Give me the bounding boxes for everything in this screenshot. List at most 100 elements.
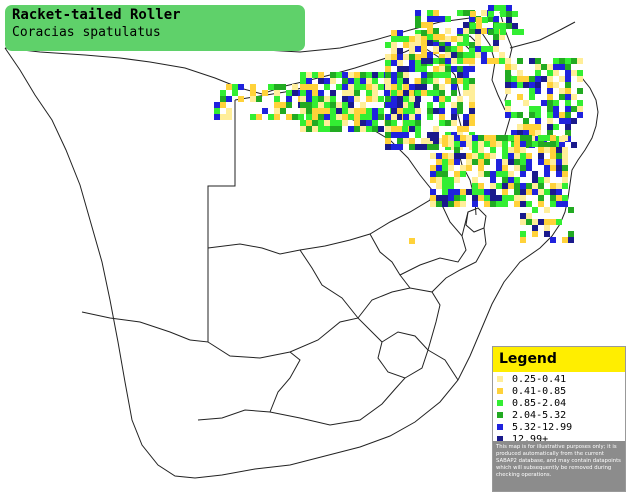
- grid-cell: [397, 72, 403, 78]
- grid-cell: [562, 195, 568, 201]
- grid-cell: [553, 100, 559, 106]
- grid-cell: [448, 195, 454, 201]
- grid-cell: [454, 177, 460, 183]
- grid-cell: [532, 225, 538, 231]
- grid-cell: [445, 58, 451, 64]
- grid-cell: [565, 106, 571, 112]
- grid-cell: [478, 153, 484, 159]
- grid-cell: [460, 201, 466, 207]
- grid-cell: [472, 189, 478, 195]
- grid-cell: [421, 78, 427, 84]
- grid-cell: [556, 189, 562, 195]
- grid-cell: [565, 94, 571, 100]
- grid-cell: [330, 96, 336, 102]
- legend-item: 5.32-12.99: [497, 422, 625, 434]
- grid-cell: [226, 114, 232, 120]
- grid-cell: [544, 147, 550, 153]
- grid-cell: [391, 60, 397, 66]
- grid-cell: [439, 90, 445, 96]
- grid-cell: [324, 84, 330, 90]
- grid-cell: [409, 108, 415, 114]
- grid-cell: [502, 189, 508, 195]
- grid-cell: [402, 126, 408, 132]
- grid-cell: [559, 142, 565, 148]
- grid-cell: [478, 141, 484, 147]
- grid-cell: [324, 126, 330, 132]
- grid-cell: [484, 141, 490, 147]
- grid-cell: [354, 96, 360, 102]
- grid-cell: [274, 108, 280, 114]
- grid-cell: [226, 108, 232, 114]
- grid-cell: [481, 58, 487, 64]
- grid-cell: [466, 135, 472, 141]
- grid-cell: [336, 108, 342, 114]
- grid-cell: [460, 153, 466, 159]
- grid-cell: [502, 165, 508, 171]
- grid-cell: [274, 114, 280, 120]
- grid-cell: [366, 108, 372, 114]
- grid-cell: [408, 102, 414, 108]
- grid-cell: [445, 72, 451, 78]
- grid-cell: [378, 84, 384, 90]
- province-boundary: [357, 287, 441, 351]
- grid-cell: [403, 138, 409, 144]
- grid-cell: [342, 114, 348, 120]
- grid-cell: [460, 195, 466, 201]
- grid-cell: [354, 114, 360, 120]
- grid-cell: [409, 126, 415, 132]
- grid-cell: [478, 171, 484, 177]
- grid-cell: [523, 100, 529, 106]
- grid-cell: [547, 88, 553, 94]
- grid-cell: [518, 29, 524, 35]
- grid-cell: [318, 120, 324, 126]
- grid-cell: [556, 165, 562, 171]
- grid-cell: [520, 189, 526, 195]
- grid-cell: [529, 58, 535, 64]
- grid-cell: [547, 76, 553, 82]
- grid-cell: [445, 96, 451, 102]
- grid-cell: [385, 114, 391, 120]
- grid-cell: [535, 88, 541, 94]
- grid-cell: [494, 5, 500, 11]
- grid-cell: [502, 147, 508, 153]
- grid-cell: [397, 102, 403, 108]
- grid-cell: [433, 126, 439, 132]
- grid-cell: [562, 165, 568, 171]
- grid-cell: [514, 177, 520, 183]
- grid-cell: [472, 201, 478, 207]
- grid-cell: [385, 132, 391, 138]
- grid-cell: [466, 153, 472, 159]
- grid-cell: [421, 90, 427, 96]
- grid-cell: [553, 58, 559, 64]
- grid-cell: [571, 58, 577, 64]
- grid-cell: [463, 120, 469, 126]
- grid-cell: [562, 177, 568, 183]
- grid-cell: [490, 201, 496, 207]
- grid-cell: [403, 90, 409, 96]
- grid-cell: [469, 28, 475, 34]
- grid-cell: [463, 10, 469, 16]
- grid-cell: [490, 183, 496, 189]
- grid-cell: [472, 153, 478, 159]
- grid-cell: [553, 124, 559, 130]
- grid-cell: [469, 102, 475, 108]
- grid-cell: [433, 28, 439, 34]
- grid-cell: [493, 28, 499, 34]
- grid-cell: [366, 84, 372, 90]
- grid-cell: [520, 183, 526, 189]
- legend-item: 0.41-0.85: [497, 386, 625, 398]
- grid-cell: [391, 30, 397, 36]
- grid-cell: [409, 54, 415, 60]
- grid-cell: [397, 90, 403, 96]
- grid-cell: [544, 231, 550, 237]
- grid-cell: [391, 72, 397, 78]
- grid-cell: [508, 171, 514, 177]
- grid-cell: [469, 90, 475, 96]
- grid-cell: [448, 165, 454, 171]
- grid-cell: [502, 141, 508, 147]
- grid-cell: [532, 171, 538, 177]
- province-boundary: [269, 351, 301, 413]
- grid-cell: [562, 171, 568, 177]
- grid-cell: [372, 120, 378, 126]
- grid-cell: [427, 58, 433, 64]
